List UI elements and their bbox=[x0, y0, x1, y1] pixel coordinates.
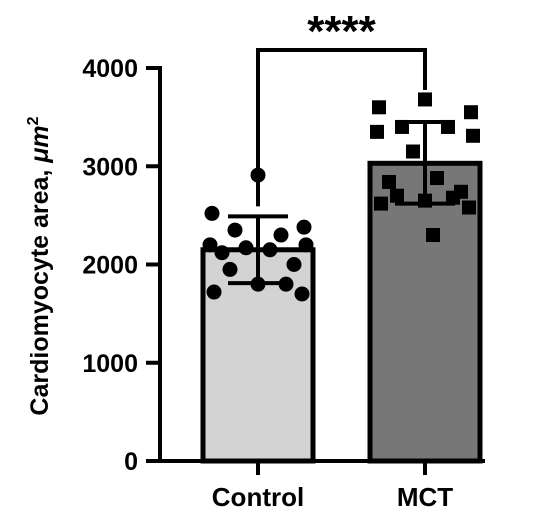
y-axis-title: Cardiomyocyte area, μm2 bbox=[25, 116, 54, 415]
y-axis-title-text: Cardiomyocyte area, bbox=[26, 163, 54, 416]
data-point bbox=[206, 284, 222, 300]
data-point bbox=[214, 245, 230, 261]
data-point bbox=[372, 100, 386, 115]
data-point bbox=[382, 174, 396, 189]
data-point bbox=[370, 124, 384, 139]
significance-bracket: **** bbox=[256, 7, 427, 207]
bar-mct bbox=[367, 160, 483, 464]
data-point bbox=[418, 92, 432, 107]
significance-label: **** bbox=[307, 7, 376, 56]
data-point bbox=[227, 222, 243, 238]
data-point bbox=[273, 227, 289, 243]
data-point bbox=[426, 228, 440, 243]
data-point bbox=[390, 188, 404, 203]
y-tick-label: 2000 bbox=[82, 252, 138, 280]
error-bars bbox=[228, 120, 455, 286]
data-point bbox=[466, 128, 480, 143]
y-tick-label: 3000 bbox=[82, 153, 138, 181]
y-tick-label: 4000 bbox=[82, 55, 138, 83]
data-point bbox=[462, 200, 476, 215]
significance-line bbox=[256, 48, 427, 207]
labels: Control MCT Cardiomyocyte area, μm2 bbox=[25, 116, 453, 512]
bar-control bbox=[200, 247, 316, 464]
y-tick-label: 0 bbox=[124, 448, 138, 476]
x-category-label: MCT bbox=[397, 482, 453, 512]
data-point bbox=[262, 242, 278, 258]
data-point bbox=[294, 286, 310, 302]
data-point bbox=[374, 196, 388, 211]
data-point bbox=[238, 240, 254, 256]
data-points bbox=[202, 92, 480, 302]
y-axis-title-exponent: 2 bbox=[25, 116, 42, 125]
data-point bbox=[204, 205, 220, 221]
x-category-label: Control bbox=[212, 482, 304, 512]
data-point bbox=[464, 105, 478, 120]
data-point bbox=[202, 237, 218, 253]
y-axis-title-unit: μm bbox=[26, 125, 54, 163]
data-point bbox=[406, 144, 420, 159]
data-point bbox=[298, 237, 314, 253]
data-point bbox=[296, 219, 312, 235]
bars bbox=[200, 160, 483, 464]
data-point bbox=[286, 257, 302, 272]
data-point bbox=[446, 190, 460, 205]
y-tick-label: 1000 bbox=[82, 350, 138, 378]
data-point bbox=[222, 261, 238, 277]
data-point bbox=[430, 171, 444, 186]
